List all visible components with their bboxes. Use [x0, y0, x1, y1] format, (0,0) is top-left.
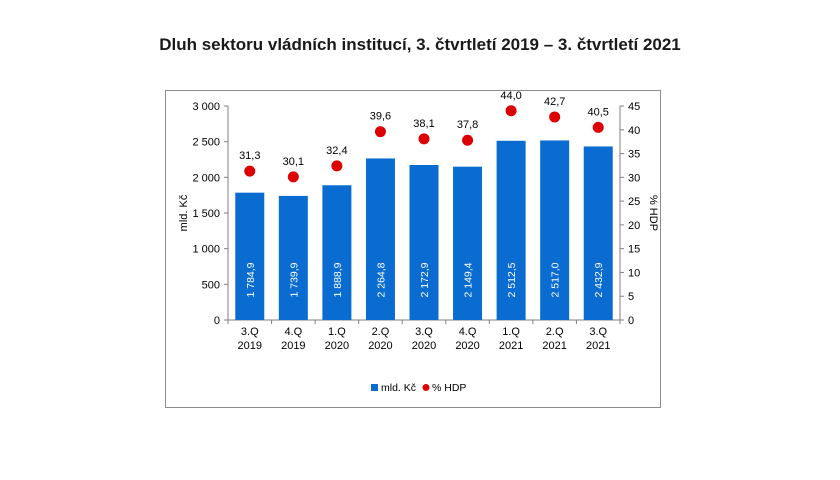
y-tick-label-right: 45 — [628, 101, 640, 113]
marker-point — [592, 121, 604, 133]
y-tick-label-left: 1 000 — [192, 244, 220, 256]
x-tick-label-year: 2019 — [281, 340, 305, 352]
bar — [235, 192, 265, 320]
bar-value-label: 2 172,9 — [419, 262, 431, 297]
legend-marker-swatch — [422, 384, 430, 391]
x-tick-label-year: 2021 — [542, 340, 566, 352]
marker-value-label: 37,8 — [457, 119, 478, 131]
marker-point — [287, 171, 299, 183]
x-tick-label-quarter: 3.Q — [415, 326, 433, 338]
x-tick-label-quarter: 1.Q — [502, 326, 520, 338]
y-tick-label-left: 2 000 — [192, 172, 220, 184]
marker-value-label: 42,7 — [544, 96, 565, 108]
y-tick-label-right: 20 — [628, 220, 640, 232]
x-tick-label-quarter: 4.Q — [284, 326, 302, 338]
bar-value-label: 2 264,8 — [375, 262, 387, 297]
marker-value-label: 44,0 — [500, 90, 521, 102]
x-tick-label-year: 2020 — [325, 340, 349, 352]
y-tick-label-right: 35 — [628, 149, 640, 161]
bar-value-label: 2 517,0 — [550, 262, 562, 297]
marker-point — [244, 165, 256, 177]
legend-label-markers: % HDP — [432, 382, 466, 394]
x-tick-label-quarter: 2.Q — [546, 326, 564, 338]
marker-point — [462, 134, 474, 146]
marker-point — [505, 105, 517, 117]
marker-point — [549, 111, 561, 123]
marker-value-label: 39,6 — [370, 111, 391, 123]
y-tick-label-right: 5 — [628, 291, 634, 303]
marker-value-label: 30,1 — [283, 156, 304, 168]
y-tick-label-right: 15 — [628, 244, 640, 256]
y-tick-label-left: 2 500 — [192, 137, 220, 149]
y-tick-label-left: 1 500 — [192, 208, 220, 220]
bar — [540, 140, 570, 320]
bar — [278, 195, 308, 320]
legend-label-bars: mld. Kč — [381, 382, 416, 394]
x-tick-label-year: 2020 — [368, 340, 392, 352]
y-axis-title-right: % HDP — [647, 195, 659, 231]
legend-bar-swatch — [371, 384, 378, 391]
bar-value-label: 2 149,4 — [463, 262, 475, 297]
bar — [322, 185, 352, 320]
bar-value-label: 1 888,9 — [332, 262, 344, 297]
bar — [496, 140, 526, 320]
x-tick-label-year: 2020 — [412, 340, 436, 352]
x-tick-label-quarter: 3.Q — [589, 326, 607, 338]
chart-title: Dluh sektoru vládních institucí, 3. čtvr… — [159, 35, 681, 54]
marker-point — [418, 133, 430, 145]
x-tick-label-quarter: 2.Q — [372, 326, 390, 338]
marker-value-label: 38,1 — [413, 118, 434, 130]
bar-value-label: 1 739,9 — [288, 262, 300, 297]
y-tick-label-right: 25 — [628, 196, 640, 208]
x-tick-label-year: 2021 — [499, 340, 523, 352]
x-tick-label-quarter: 4.Q — [459, 326, 477, 338]
bar — [583, 146, 613, 320]
x-tick-label-year: 2020 — [455, 340, 479, 352]
bar — [453, 166, 483, 320]
marker-value-label: 31,3 — [239, 150, 260, 162]
y-axis-title-left: mld. Kč — [178, 194, 190, 231]
x-tick-label-year: 2019 — [238, 340, 262, 352]
y-tick-label-right: 40 — [628, 125, 640, 137]
marker-point — [374, 126, 386, 138]
bar — [409, 164, 439, 320]
marker-point — [331, 160, 343, 172]
bar — [365, 158, 395, 320]
y-tick-label-right: 10 — [628, 267, 640, 279]
y-tick-label-left: 500 — [202, 279, 220, 291]
y-tick-label-right: 30 — [628, 172, 640, 184]
bar-value-label: 2 512,5 — [506, 262, 518, 297]
marker-value-label: 40,5 — [588, 106, 609, 118]
x-tick-label-year: 2021 — [586, 340, 610, 352]
y-tick-label-left: 0 — [214, 315, 220, 327]
marker-value-label: 32,4 — [326, 145, 347, 157]
x-tick-label-quarter: 3.Q — [241, 326, 259, 338]
y-tick-label-left: 3 000 — [192, 101, 220, 113]
x-tick-label-quarter: 1.Q — [328, 326, 346, 338]
bar-value-label: 2 432,9 — [593, 262, 605, 297]
y-tick-label-right: 0 — [628, 315, 634, 327]
bar-value-label: 1 784,9 — [245, 262, 257, 297]
